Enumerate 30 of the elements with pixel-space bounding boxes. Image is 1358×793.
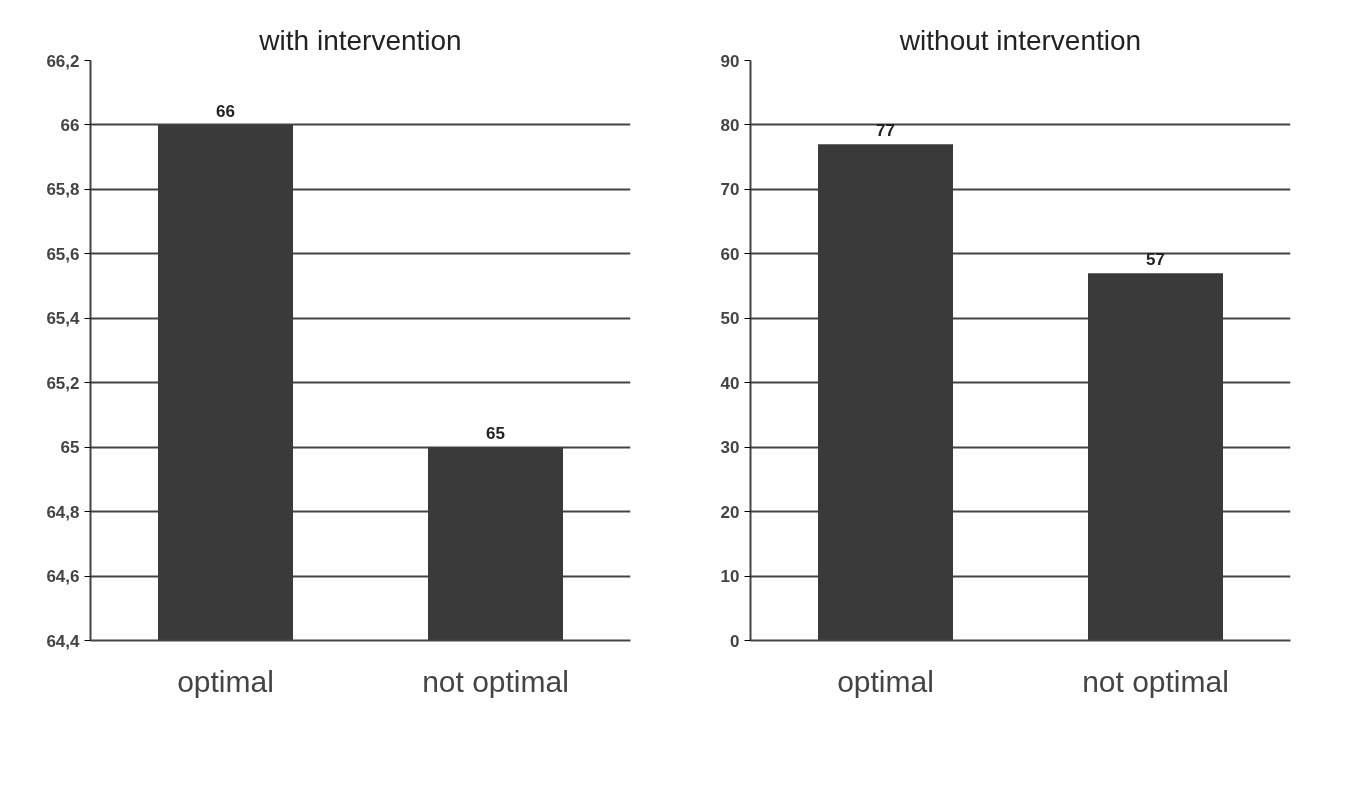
y-tick-label: 66 (60, 115, 80, 135)
y-tick-label: 90 (720, 51, 740, 71)
y-tick-label: 70 (720, 180, 740, 200)
y-tick-label: 65 (60, 438, 80, 458)
x-tick-label: optimal (177, 664, 274, 698)
chart-title: with intervention (258, 24, 462, 56)
y-tick-label: 64,8 (46, 502, 80, 522)
data-label: 65 (486, 424, 505, 444)
y-tick-label: 50 (720, 309, 740, 329)
x-tick-label: optimal (837, 664, 934, 698)
y-tick-label: 20 (720, 502, 740, 522)
x-tick-label: not optimal (422, 664, 569, 698)
data-label: 66 (216, 101, 235, 121)
y-tick-label: 64,4 (46, 631, 81, 651)
y-tick-label: 0 (730, 631, 740, 651)
y-tick-label: 30 (720, 438, 740, 458)
y-tick-label: 64,6 (46, 567, 80, 587)
y-tick-label: 40 (720, 373, 740, 393)
y-tick-label: 65,8 (46, 180, 80, 200)
chart-title: without intervention (898, 24, 1142, 56)
y-tick-label: 65,6 (46, 244, 80, 264)
data-label: 57 (1146, 250, 1165, 270)
data-label: 77 (876, 121, 895, 141)
x-tick-label: not optimal (1082, 664, 1229, 698)
y-tick-label: 80 (720, 115, 740, 135)
y-tick-label: 60 (720, 244, 740, 264)
y-tick-label: 10 (720, 567, 740, 587)
y-tick-label: 66,2 (46, 51, 80, 71)
y-tick-label: 65,4 (46, 309, 81, 329)
y-tick-label: 65,2 (46, 373, 80, 393)
